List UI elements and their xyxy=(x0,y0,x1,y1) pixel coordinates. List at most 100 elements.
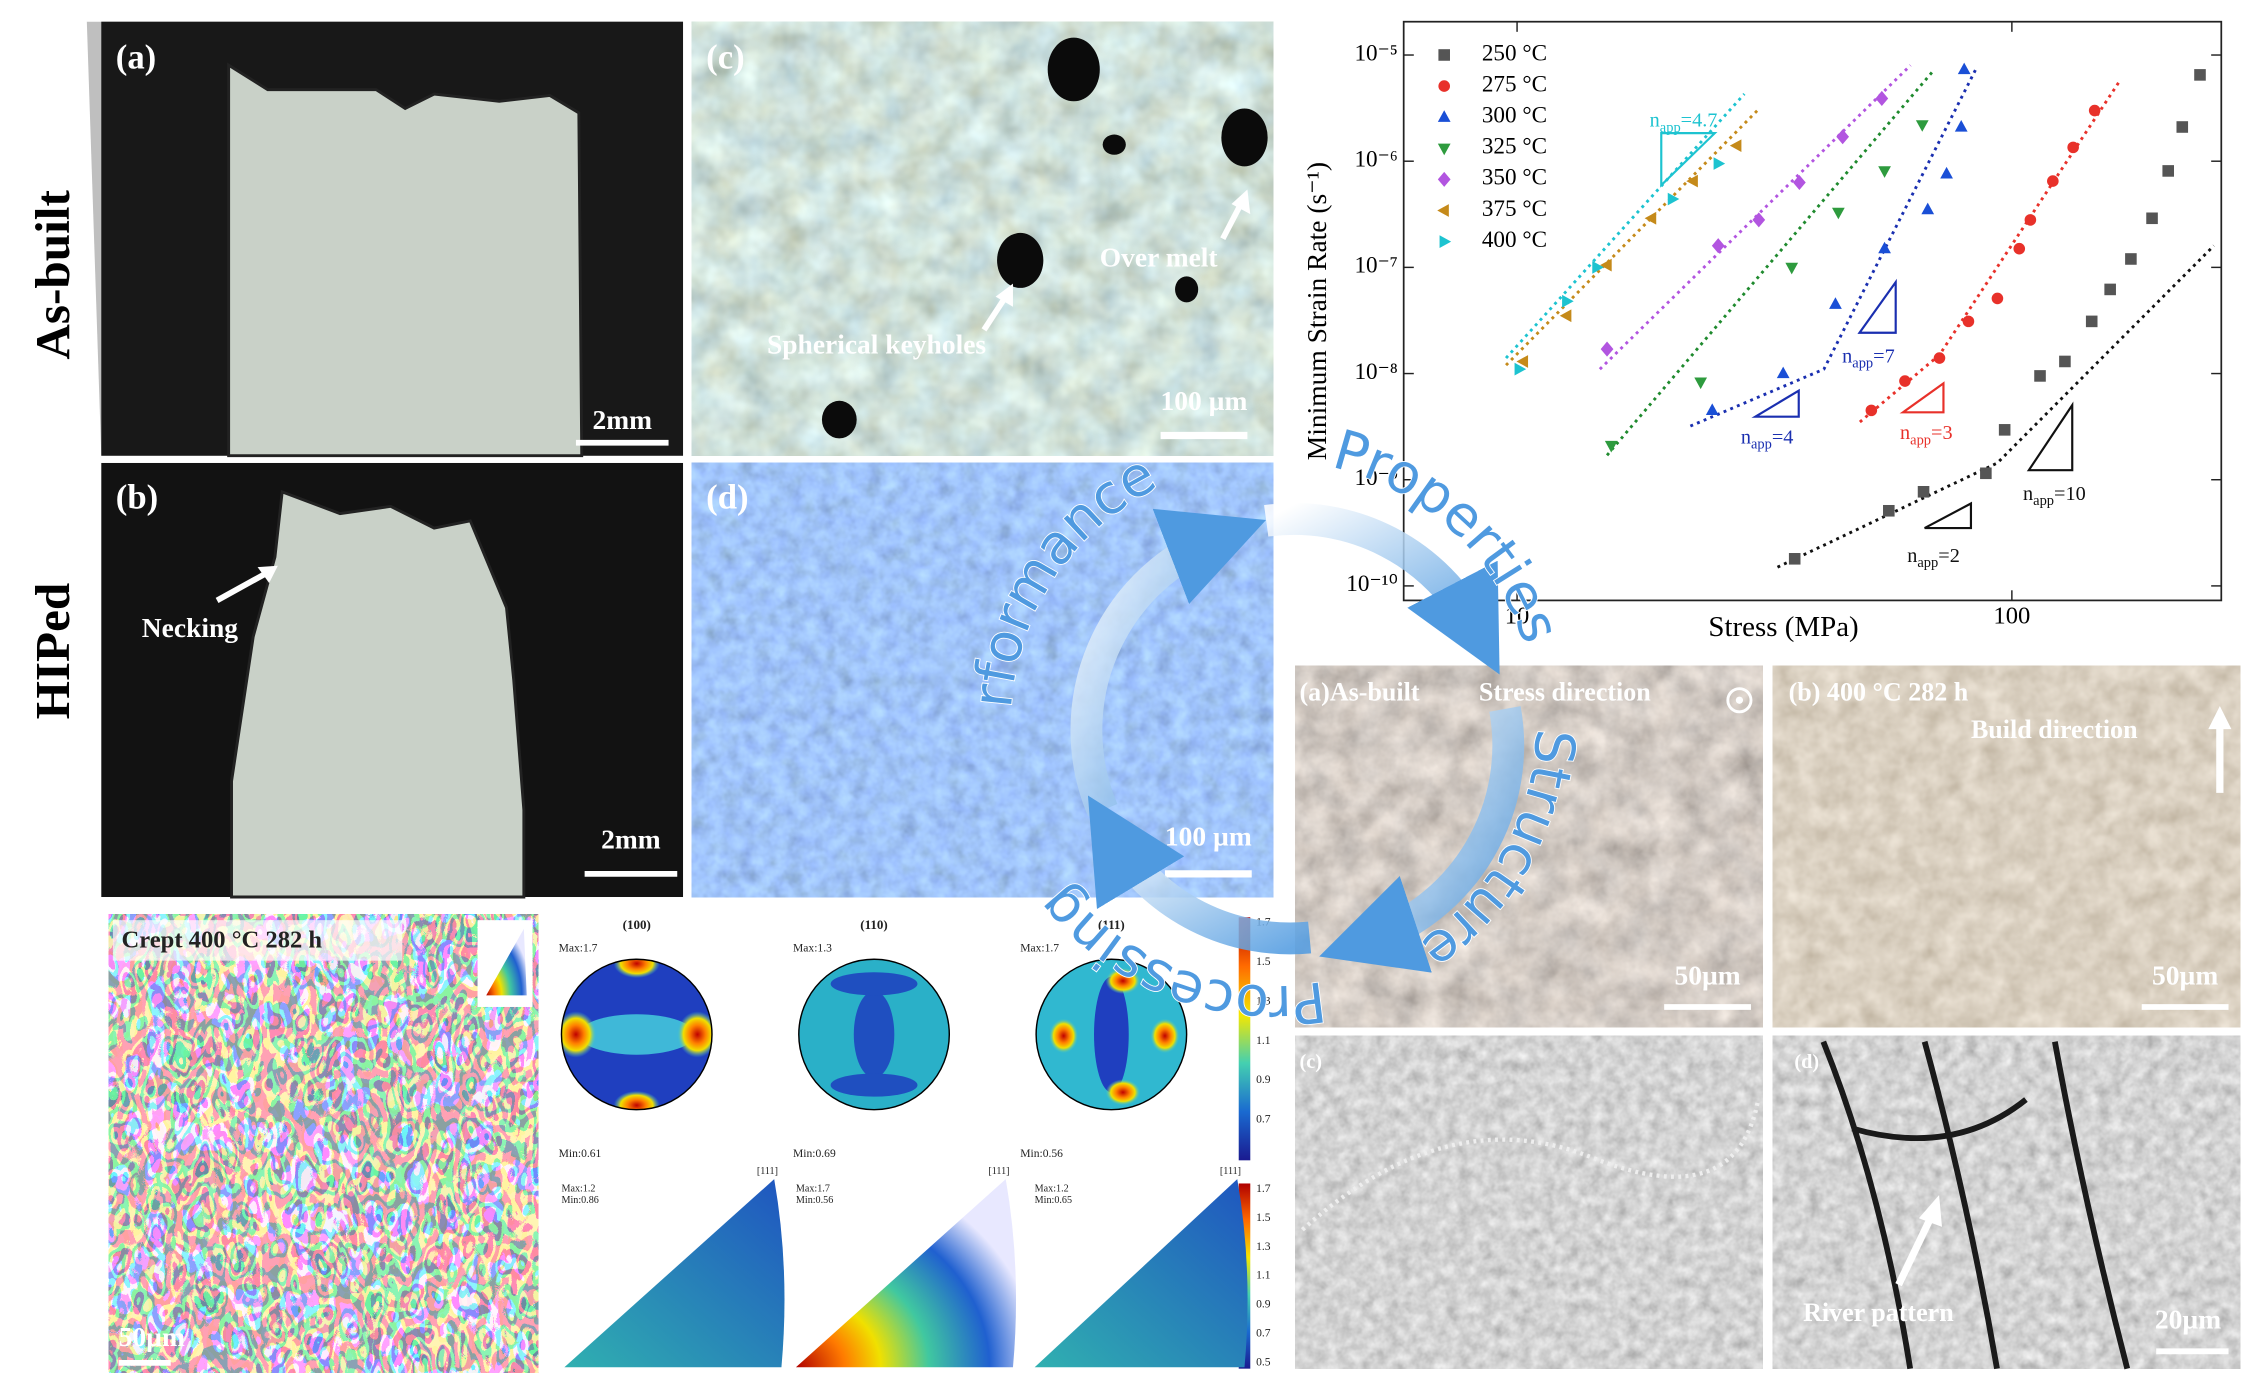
slope-symbol: n xyxy=(1650,109,1660,131)
legend-marker xyxy=(1439,235,1452,248)
cycle-arrow xyxy=(1319,706,1525,973)
ipf xyxy=(1034,1179,1248,1368)
annotation: Necking xyxy=(142,613,238,643)
precipitates xyxy=(1300,1099,1761,1232)
x-tick-label: 100 xyxy=(1993,602,2030,629)
scale-label: 50µm xyxy=(1674,960,1740,990)
pf-band xyxy=(853,991,895,1078)
direction-symbol xyxy=(1735,696,1744,704)
ipf-max: Max:1.2 xyxy=(561,1184,595,1195)
marker xyxy=(1644,211,1657,225)
row-label: As-built xyxy=(25,190,80,360)
colorbar-label: 0.9 xyxy=(1256,1298,1271,1311)
ipf-max: Max:1.2 xyxy=(1035,1184,1069,1195)
marker xyxy=(1980,467,1992,480)
marker xyxy=(1667,192,1680,206)
ebsd-title: Crept 400 °C 282 h xyxy=(122,927,323,954)
micrograph xyxy=(1772,665,2241,1028)
marker xyxy=(2067,141,2079,154)
arrow-head xyxy=(1231,189,1251,215)
marker xyxy=(2047,175,2059,187)
panel-note: River pattern xyxy=(1803,1298,1954,1327)
marker xyxy=(1694,377,1708,390)
pf-pole xyxy=(561,1011,597,1058)
legend-label: 325 °C xyxy=(1482,134,1547,160)
legend-label: 250 °C xyxy=(1482,40,1547,66)
arrow-head xyxy=(2208,706,2232,730)
slope-subscript: app xyxy=(1852,356,1873,372)
panel-label: (c) xyxy=(1299,1051,1321,1073)
title-box xyxy=(112,920,403,961)
slope-triangle xyxy=(1660,132,1718,188)
slope-label: napp=2 xyxy=(1907,545,1960,572)
panel-optical-a: (a) 2mm xyxy=(86,21,684,458)
keyhole xyxy=(1047,37,1100,102)
pole-figures: (100) Max:1.7 Min:0.61 (110) Max:1.3 Min… xyxy=(559,916,1271,1369)
x-axis-label: Stress (MPa) xyxy=(1708,611,1858,643)
marker xyxy=(2085,315,2098,328)
ebsd-tint xyxy=(108,914,539,1373)
slope-label: napp=4 xyxy=(1741,426,1794,453)
fit-line xyxy=(1504,92,1746,360)
cycle-arrow xyxy=(1070,508,1267,817)
row-label: HIPed xyxy=(25,583,80,720)
ipf-min: Min:0.56 xyxy=(796,1195,833,1206)
pf-max: Max:1.7 xyxy=(1020,942,1059,955)
panel-label: (a)As-built xyxy=(1299,677,1419,706)
panel-micrograph-c: (c) Spherical keyholes Over melt 100 µm xyxy=(691,21,1274,456)
scale-label: 50µm xyxy=(2152,960,2218,990)
marker xyxy=(1878,241,1891,254)
legend-label: 350 °C xyxy=(1482,165,1547,191)
marker xyxy=(1592,261,1604,274)
legend-label: 275 °C xyxy=(1482,71,1547,97)
pole-figure xyxy=(1036,959,1187,1110)
marker xyxy=(2176,121,2189,133)
marker xyxy=(1600,258,1612,272)
pf-min: Min:0.56 xyxy=(1020,1147,1063,1160)
keyhole xyxy=(1102,134,1126,155)
x-tick-label: 10 xyxy=(1505,602,1530,629)
legend-marker xyxy=(1438,80,1450,92)
ipf-max: Max:1.7 xyxy=(796,1184,830,1195)
marker xyxy=(1899,375,1911,387)
marker xyxy=(1878,166,1891,178)
panel-note: Stress direction xyxy=(1479,677,1651,706)
y-axis-label: Minimum Strain Rate (s⁻¹) xyxy=(1302,162,1332,460)
micrograph xyxy=(1772,1035,2241,1369)
scale-label: 100 µm xyxy=(1165,821,1252,851)
slope-value: =3 xyxy=(1931,422,1953,444)
arrow-head xyxy=(1918,1195,1943,1227)
legend-marker xyxy=(1437,204,1449,217)
y-tick-label: 10⁻¹⁰ xyxy=(1346,571,1398,597)
slope-label: napp=7 xyxy=(1842,345,1895,372)
legend-label: 400 °C xyxy=(1482,227,1547,253)
marker xyxy=(2146,212,2158,225)
y-tick-label: 10⁻⁸ xyxy=(1354,359,1397,385)
pf-pole xyxy=(1150,1018,1180,1054)
ipf-corner: [111] xyxy=(757,1166,778,1177)
ebsd-map xyxy=(108,914,539,1373)
marker xyxy=(1514,362,1527,376)
y-tick-label: 10⁻⁵ xyxy=(1354,40,1397,66)
arrow xyxy=(1895,1213,1936,1287)
colorbar-label: 0.7 xyxy=(1256,1327,1271,1340)
marker xyxy=(1793,174,1806,191)
slope-symbol: n xyxy=(1741,426,1751,448)
fit-line xyxy=(1505,108,1760,367)
inverse-pole-figures: Max:1.2 Min:0.86 Max:1.7 Min:0.56 Max:1.… xyxy=(561,1166,1248,1368)
marker xyxy=(2088,104,2101,117)
legend-marker xyxy=(1437,143,1451,156)
marker xyxy=(1705,403,1719,416)
slope-subscript: app xyxy=(2033,493,2054,509)
marker xyxy=(1559,309,1572,323)
slope-subscript: app xyxy=(1660,120,1681,136)
pf-outline xyxy=(560,958,713,1111)
legend-marker xyxy=(1437,171,1451,187)
sample xyxy=(227,62,584,458)
marker xyxy=(2194,69,2206,81)
slope-label: napp=10 xyxy=(2023,482,2086,509)
colorbar-label: 1.1 xyxy=(1256,1034,1271,1047)
keyhole xyxy=(1221,108,1268,167)
pf-pole xyxy=(1049,1018,1079,1054)
marker xyxy=(1915,120,1929,132)
